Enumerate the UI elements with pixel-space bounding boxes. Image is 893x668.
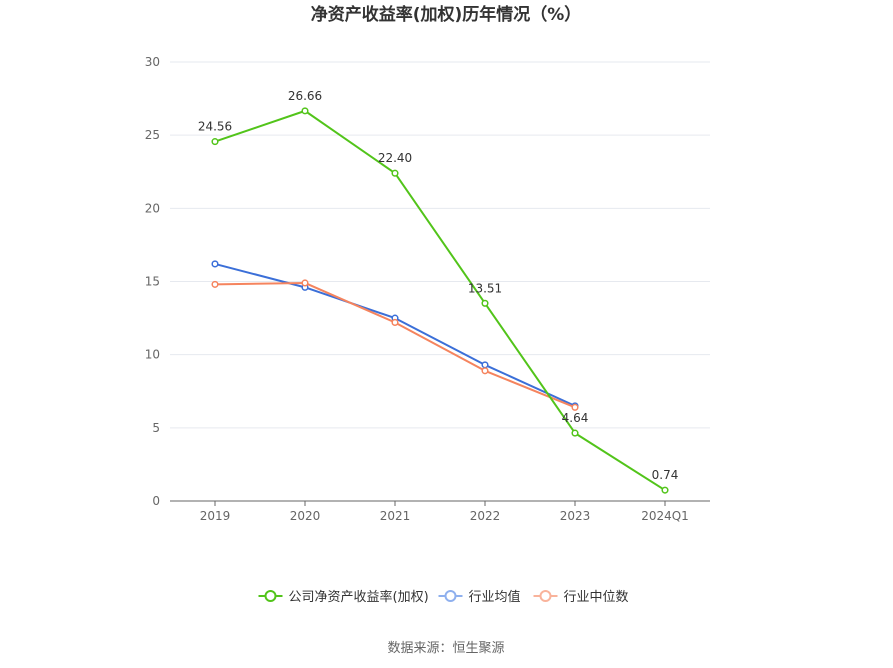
- grid-lines: [170, 61, 710, 429]
- y-tick-label: 5: [152, 421, 160, 435]
- legend-label: 行业中位数: [564, 590, 629, 605]
- x-tick-label: 2023: [560, 509, 591, 523]
- axes: 0 5 10 15 20 25 30 2019 2020 2021 2022 2023 2024Q1: [145, 55, 710, 523]
- legend-item[interactable]: 公司净资产收益率(加权): [258, 589, 429, 605]
- data-point[interactable]: [211, 260, 219, 268]
- chart-title: 净资产收益率(加权)历年情况（%）: [311, 4, 582, 25]
- legend-item[interactable]: 行业中位数: [533, 590, 629, 605]
- data-point[interactable]: [661, 486, 669, 494]
- legend-label: 公司净资产收益率(加权): [289, 589, 429, 605]
- x-tick-label: 2024Q1: [641, 509, 689, 523]
- y-tick-label: 20: [145, 201, 160, 215]
- data-point[interactable]: [211, 280, 219, 288]
- data-point[interactable]: [571, 403, 579, 411]
- y-tick-label: 10: [145, 348, 160, 362]
- data-point[interactable]: [481, 367, 489, 375]
- data-label: 13.51: [468, 281, 502, 295]
- y-tick-label: 30: [145, 55, 160, 69]
- data-label: 0.74: [652, 468, 679, 482]
- y-tick-label: 15: [145, 275, 160, 289]
- data-point[interactable]: [301, 107, 309, 115]
- data-source-note: 数据来源：恒生聚源: [387, 641, 504, 656]
- x-tick-label: 2022: [470, 509, 501, 523]
- x-tick-label: 2021: [380, 509, 411, 523]
- legend-swatch-marker: [539, 590, 552, 602]
- series-line: [214, 281, 576, 409]
- legend-item[interactable]: 行业均值: [438, 589, 521, 605]
- data-label: 24.56: [198, 120, 232, 134]
- legend-swatch-marker: [444, 590, 457, 602]
- x-tick-label: 2020: [290, 509, 321, 523]
- y-tick-label: 25: [145, 128, 160, 142]
- data-label: 22.40: [378, 151, 412, 165]
- data-point[interactable]: [211, 138, 219, 146]
- data-point[interactable]: [571, 429, 579, 437]
- x-tick-label: 2019: [200, 509, 231, 523]
- legend-swatch-marker: [264, 590, 277, 602]
- legend-label: 行业均值: [469, 589, 521, 605]
- series-lines: [211, 107, 669, 494]
- series-line: [214, 109, 666, 492]
- data-label: 26.66: [288, 89, 322, 103]
- data-label: 4.64: [562, 411, 589, 425]
- data-point[interactable]: [391, 318, 399, 327]
- data-point[interactable]: [391, 169, 399, 177]
- data-point[interactable]: [301, 279, 309, 287]
- legend[interactable]: 公司净资产收益率(加权) 行业均值 行业中位数: [258, 589, 629, 605]
- y-tick-label: 0: [152, 494, 160, 508]
- data-labels: 24.56 26.66 22.40 13.51 4.64 0.74: [198, 89, 679, 482]
- data-point[interactable]: [481, 299, 489, 307]
- data-point[interactable]: [481, 361, 489, 369]
